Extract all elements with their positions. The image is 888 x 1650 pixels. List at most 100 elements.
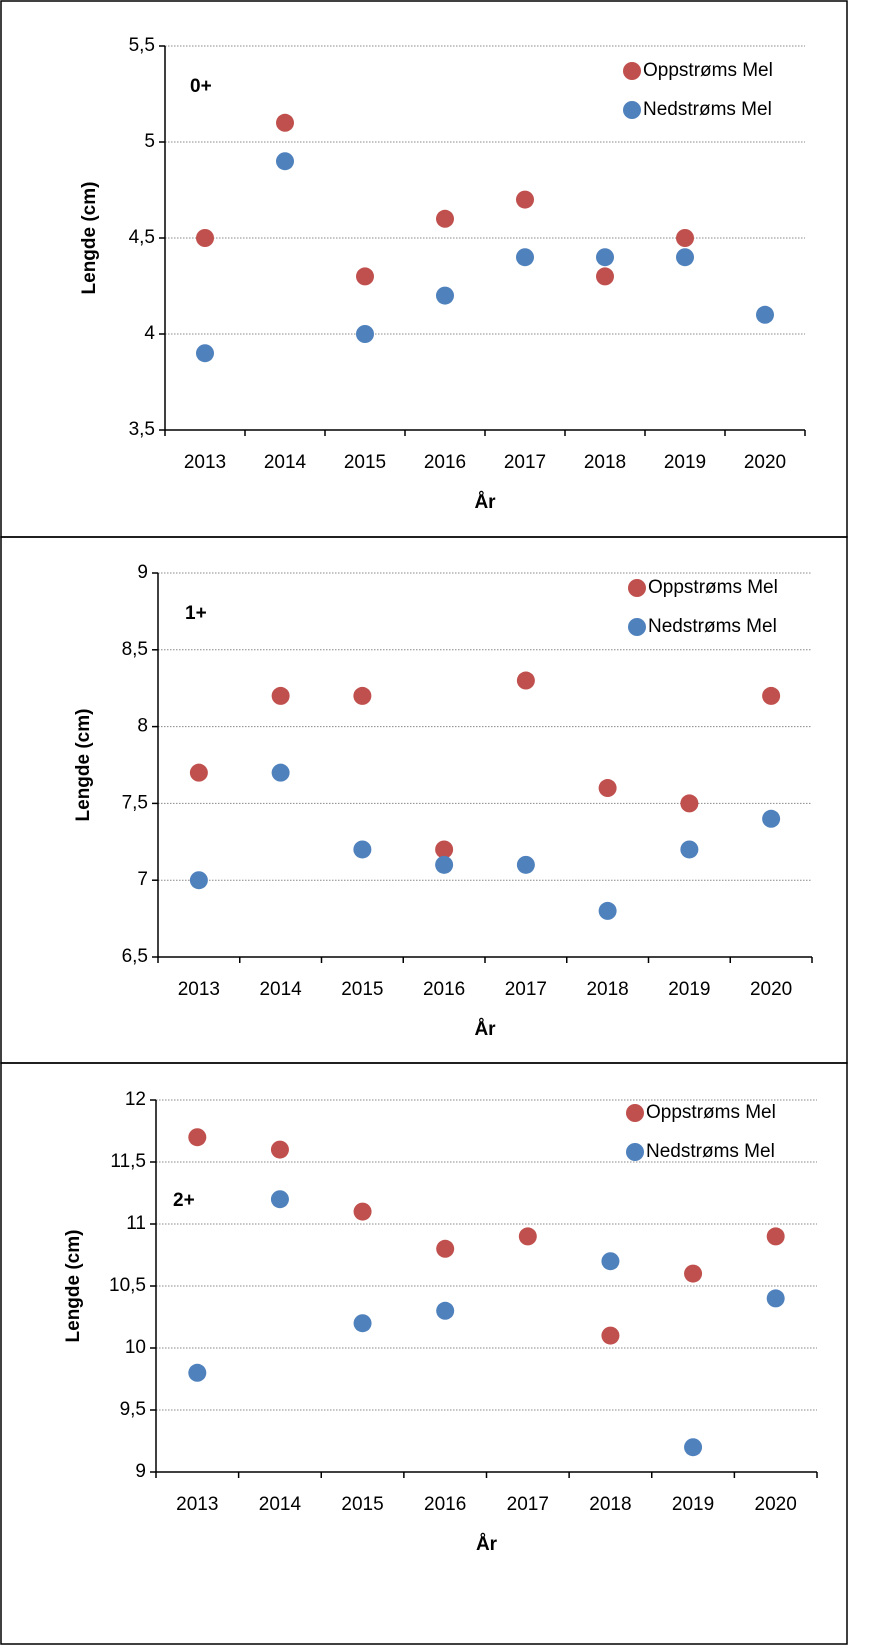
scatter-point — [276, 113, 294, 132]
scatter-point — [680, 794, 699, 813]
legend-marker — [628, 618, 646, 636]
scatter-point — [601, 1252, 620, 1271]
scatter-point — [676, 229, 694, 247]
scatter-point — [766, 1227, 785, 1246]
x-axis-title: År — [476, 1534, 498, 1555]
legend-label: Nedstrøms Mel — [646, 1141, 775, 1162]
scatter-point — [353, 1314, 372, 1333]
y-tick-label: 8,5 — [122, 639, 148, 660]
scatter-point — [436, 1239, 455, 1258]
x-tick-label: 2013 — [184, 452, 226, 473]
scatter-point — [436, 1301, 455, 1320]
x-tick-label: 2016 — [423, 979, 465, 1000]
legend-label: Nedstrøms Mel — [643, 99, 772, 120]
scatter-point — [684, 1264, 703, 1283]
x-tick-label: 2019 — [668, 979, 710, 1000]
x-tick-label: 2020 — [750, 979, 792, 1000]
scatter-point — [353, 840, 372, 859]
scatter-point — [353, 686, 372, 705]
scatter-point — [435, 840, 454, 859]
scatter-point — [189, 763, 208, 782]
legend-marker — [626, 1143, 644, 1161]
scatter-point — [435, 855, 454, 874]
annotation: 2+ — [173, 1190, 195, 1211]
scatter-point — [196, 229, 214, 247]
x-tick-label: 2019 — [672, 1494, 714, 1515]
x-axis-title: År — [474, 492, 496, 513]
x-tick-label: 2014 — [259, 979, 302, 1000]
scatter-point — [270, 1190, 289, 1209]
scatter-point — [756, 305, 774, 324]
y-tick-label: 10 — [125, 1337, 146, 1358]
legend-marker — [628, 579, 646, 597]
y-tick-label: 9 — [137, 562, 148, 583]
y-axis-title: Lengde (cm) — [79, 182, 100, 295]
legend-label: Oppstrøms Mel — [646, 1102, 776, 1123]
x-tick-label: 2020 — [744, 452, 786, 473]
x-tick-label: 2017 — [505, 979, 547, 1000]
x-tick-label: 2017 — [504, 452, 546, 473]
legend-label: Nedstrøms Mel — [648, 616, 777, 637]
x-tick-label: 2018 — [584, 452, 626, 473]
x-axis-title: År — [474, 1019, 496, 1040]
scatter-point — [516, 671, 535, 690]
scatter-point — [436, 209, 454, 228]
scatter-point — [276, 152, 294, 171]
y-tick-label: 7 — [137, 869, 148, 890]
scatter-point — [516, 855, 535, 874]
x-tick-label: 2013 — [176, 1494, 218, 1515]
scatter-point — [680, 840, 699, 859]
y-tick-label: 4 — [144, 323, 155, 344]
scatter-point — [766, 1289, 785, 1308]
legend-marker — [623, 62, 641, 80]
y-tick-label: 10,5 — [109, 1275, 146, 1296]
y-tick-label: 11,5 — [110, 1151, 146, 1172]
scatter-point — [676, 248, 694, 267]
scatter-point — [518, 1227, 537, 1246]
y-axis-title: Lengde (cm) — [73, 709, 94, 822]
y-tick-label: 5 — [144, 131, 155, 152]
y-tick-label: 3,5 — [129, 419, 155, 440]
scatter-point — [189, 871, 208, 890]
y-tick-label: 4,5 — [129, 227, 155, 248]
y-axis-title: Lengde (cm) — [63, 1230, 84, 1343]
y-tick-label: 9 — [135, 1461, 146, 1482]
legend-label: Oppstrøms Mel — [643, 60, 773, 81]
scatter-point — [516, 190, 534, 209]
scatter-point — [762, 809, 781, 828]
scatter-point — [598, 901, 617, 920]
scatter-point — [596, 248, 614, 267]
x-tick-label: 2018 — [589, 1494, 631, 1515]
scatter-point — [271, 686, 290, 705]
y-tick-label: 11 — [126, 1213, 146, 1234]
x-tick-label: 2019 — [664, 452, 706, 473]
scatter-point — [271, 763, 290, 782]
scatter-point — [762, 686, 781, 705]
y-tick-label: 12 — [125, 1089, 146, 1110]
y-tick-label: 7,5 — [122, 792, 148, 813]
scatter-point — [196, 344, 214, 363]
x-tick-label: 2020 — [755, 1494, 797, 1515]
annotation: 0+ — [190, 76, 212, 97]
x-tick-label: 2018 — [586, 979, 628, 1000]
x-tick-label: 2015 — [341, 1494, 383, 1515]
y-tick-label: 9,5 — [120, 1399, 146, 1420]
scatter-point — [188, 1363, 207, 1382]
annotation: 1+ — [185, 603, 207, 624]
x-tick-label: 2014 — [264, 452, 307, 473]
panel-frame — [0, 1062, 848, 1645]
scatter-point — [436, 286, 454, 305]
scatter-point — [596, 267, 614, 286]
scatter-point — [598, 779, 617, 798]
y-tick-label: 6,5 — [122, 946, 148, 967]
scatter-point — [353, 1202, 372, 1221]
scatter-point — [601, 1326, 620, 1345]
y-tick-label: 8 — [137, 716, 148, 737]
legend-marker — [626, 1104, 644, 1122]
x-tick-label: 2015 — [344, 452, 386, 473]
x-tick-label: 2016 — [424, 452, 466, 473]
legend-label: Oppstrøms Mel — [648, 577, 778, 598]
scatter-point — [188, 1128, 207, 1147]
x-tick-label: 2017 — [507, 1494, 549, 1515]
